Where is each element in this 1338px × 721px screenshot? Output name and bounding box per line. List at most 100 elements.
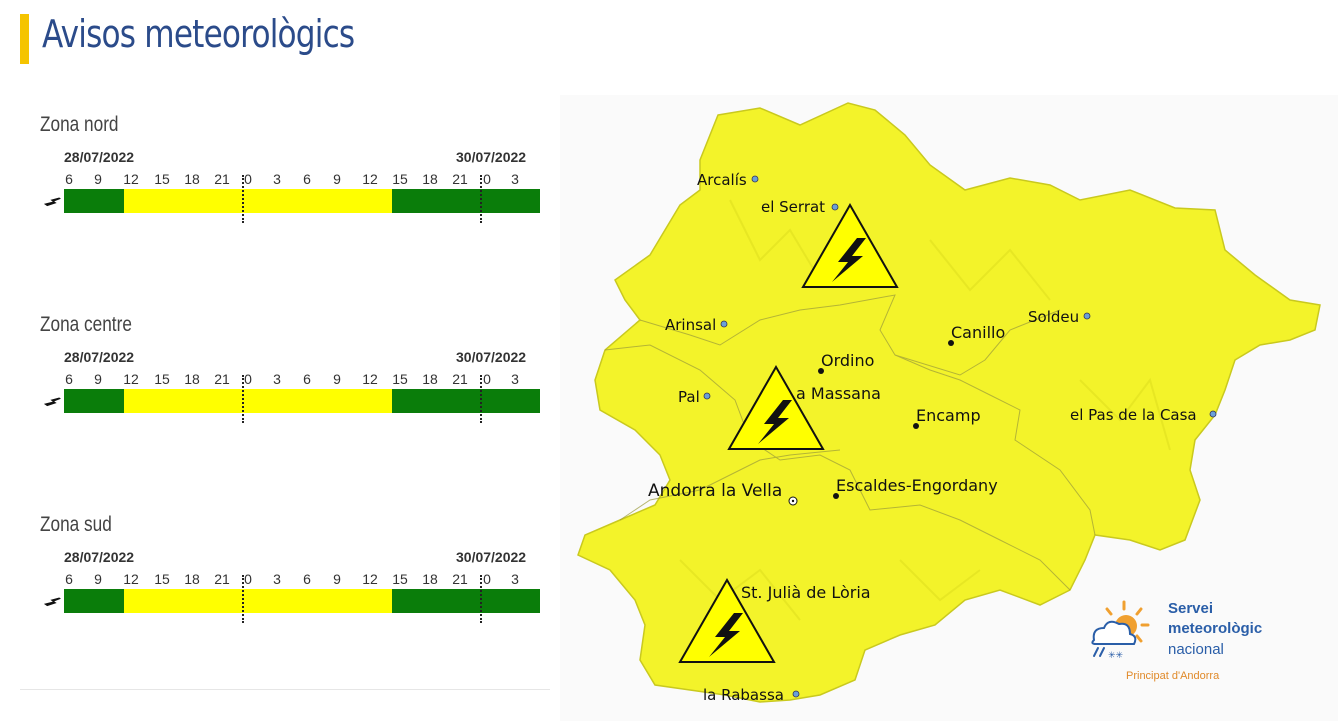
timeline-segment-warning (124, 189, 154, 213)
place-label-arinsal: Arinsal (665, 316, 716, 334)
relief-shade (929, 239, 1051, 301)
hour-label: 0 (483, 171, 491, 187)
hour-label: 18 (184, 571, 200, 587)
place-label-el-serrat: el Serrat (761, 198, 825, 216)
place-label-soldeu: Soldeu (1028, 308, 1079, 326)
place-markers (703, 175, 1217, 698)
timeline-segment-warning (244, 589, 274, 613)
timeline-segment-ok (452, 389, 482, 413)
timeline-segment-warning (274, 589, 304, 613)
timeline-segment-ok (64, 189, 94, 213)
day-divider (242, 175, 244, 223)
logo-line2: meteorològic (1168, 620, 1263, 637)
hour-label: 9 (94, 171, 102, 187)
timeline-segment-ok (512, 389, 540, 413)
day-divider (242, 575, 244, 623)
relief-shade (899, 559, 981, 602)
hour-label: 6 (303, 571, 311, 587)
timeline-segment-warning (184, 589, 214, 613)
timeline-segment-ok (482, 389, 512, 413)
hour-label: 0 (244, 171, 252, 187)
timeline-segment-warning (244, 189, 274, 213)
parish-border (619, 449, 841, 521)
hour-label: 6 (65, 171, 73, 187)
timeline-segment-ok (392, 389, 422, 413)
svg-text:✳✳: ✳✳ (1108, 651, 1124, 661)
hour-label: 0 (483, 571, 491, 587)
start-date: 28/07/2022 (64, 149, 135, 165)
page-title: Avisos meteorològics (42, 12, 355, 56)
timeline-segment-warning (124, 389, 154, 413)
place-label-la-rabassa: la Rabassa (703, 686, 784, 704)
hour-label: 9 (333, 171, 341, 187)
place-label-ordino: Ordino (821, 351, 874, 370)
andorra-map: Arcalís el Serrat Arinsal Soldeu Canillo… (577, 102, 1321, 704)
place-label-canillo: Canillo (951, 323, 1005, 342)
hour-label: 9 (333, 571, 341, 587)
start-date: 28/07/2022 (64, 549, 135, 565)
timeline-segment-warning (184, 189, 214, 213)
lightning-warning-icon (727, 364, 825, 450)
hour-label: 12 (362, 571, 378, 587)
relief-shade (1079, 377, 1171, 451)
hour-label: 3 (273, 171, 281, 187)
timeline-segment-ok (422, 189, 452, 213)
timeline-segment-warning (214, 589, 244, 613)
hour-label: 12 (362, 171, 378, 187)
timeline-segment-ok (422, 589, 452, 613)
hour-label: 21 (214, 171, 230, 187)
place-label-arcalis: Arcalís (697, 171, 747, 189)
timeline-segment-warning (334, 589, 364, 613)
day-divider (480, 175, 482, 223)
lightning-icon (43, 597, 61, 607)
parish-border (604, 344, 1071, 591)
zone-title: Zona centre (40, 313, 132, 336)
hour-label: 15 (392, 171, 408, 187)
place-label-encamp: Encamp (916, 406, 981, 425)
hour-label: 15 (154, 571, 170, 587)
hour-label: 15 (154, 171, 170, 187)
timeline-segment-ok (452, 589, 482, 613)
timeline-segment-warning (334, 189, 364, 213)
hour-label: 9 (94, 571, 102, 587)
timeline-segment-ok (94, 389, 124, 413)
lightning-icon (43, 397, 61, 407)
hour-label: 15 (392, 371, 408, 387)
place-label-escaldes: Escaldes-Engordany (836, 476, 998, 495)
day-divider (480, 575, 482, 623)
place-label-el-pas-de-la-casa: el Pas de la Casa (1070, 406, 1197, 424)
hour-label: 18 (422, 171, 438, 187)
zone-centre: Zona centre 28/07/2022 30/07/2022 6 9 12 15… (0, 313, 560, 483)
place-label-pal: Pal (678, 388, 700, 406)
day-divider (242, 375, 244, 423)
hour-label: 18 (422, 371, 438, 387)
start-date: 28/07/2022 (64, 349, 135, 365)
hour-label: 6 (65, 571, 73, 587)
timeline-segment-ok (422, 389, 452, 413)
timeline-segment-warning (154, 389, 184, 413)
relief-shade (679, 559, 801, 621)
end-date: 30/07/2022 (456, 149, 527, 165)
timeline-segment-warning (304, 389, 334, 413)
lightning-icon (43, 197, 61, 207)
section-divider (20, 689, 550, 690)
hour-label: 6 (65, 371, 73, 387)
timeline-segment-ok (392, 589, 422, 613)
hour-label: 15 (154, 371, 170, 387)
timeline-segment-warning (274, 389, 304, 413)
timeline-segment-warning (304, 589, 334, 613)
smn-logo: ✳✳ Servei meteorològic nacional Principa… (1086, 598, 1286, 690)
timeline-segment-ok (512, 189, 540, 213)
logo-line1: Servei (1168, 600, 1214, 617)
sun-cloud-icon: ✳✳ (1091, 600, 1150, 661)
hour-label: 6 (303, 171, 311, 187)
timeline-segment-warning (274, 189, 304, 213)
hour-label: 9 (333, 371, 341, 387)
hour-label: 3 (511, 371, 519, 387)
timeline-segment-ok (482, 589, 512, 613)
hour-label: 12 (123, 571, 139, 587)
hour-label: 21 (452, 371, 468, 387)
logo-subtitle: Principat d'Andorra (1126, 670, 1220, 682)
hour-label: 0 (244, 571, 252, 587)
title-accent-bar (20, 14, 29, 64)
